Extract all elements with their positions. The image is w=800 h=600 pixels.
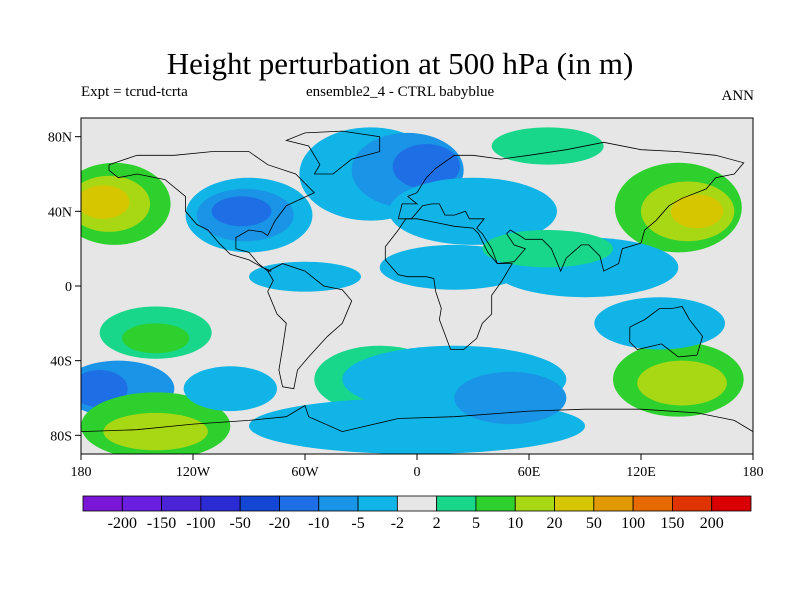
- y-tick-label: 80N: [48, 131, 72, 146]
- colorbar-label: -10: [308, 515, 329, 532]
- x-tick-label: 120E: [626, 465, 656, 480]
- contour-region: [249, 261, 361, 292]
- colorbar-label: 20: [547, 515, 563, 532]
- y-tick-label: 0: [65, 280, 72, 295]
- colorbar-swatch: [82, 495, 123, 512]
- contour-region: [211, 196, 272, 227]
- colorbar-label: -5: [351, 515, 364, 532]
- colorbar-label: 10: [507, 515, 523, 532]
- colorbar-swatch: [593, 495, 634, 512]
- contour-region: [637, 360, 727, 406]
- colorbar-swatch: [672, 495, 713, 512]
- colorbar-swatch: [239, 495, 280, 512]
- colorbar-label: -20: [269, 515, 290, 532]
- colorbar-label: -100: [186, 515, 215, 532]
- colorbar-swatch: [554, 495, 595, 512]
- coastline: [629, 306, 704, 358]
- contour-region: [392, 144, 460, 189]
- colorbar-label: -200: [108, 515, 137, 532]
- colorbar-label: 150: [660, 515, 684, 532]
- contour-field: [81, 118, 753, 454]
- contour-region: [389, 177, 557, 245]
- coastline: [267, 263, 353, 390]
- colorbar-swatch: [475, 495, 516, 512]
- coastline: [384, 218, 513, 350]
- x-tick-label: 180: [743, 465, 764, 480]
- colorbar-label: -50: [230, 515, 251, 532]
- colorbar-label: 2: [433, 515, 441, 532]
- colorbar-label: 100: [621, 515, 645, 532]
- colorbar-swatch: [711, 495, 752, 512]
- y-tick-label: 80S: [50, 429, 72, 444]
- ensemble-label: ensemble2_4 - CTRL babyblue: [306, 84, 495, 100]
- contour-region: [670, 194, 724, 229]
- contour-region: [594, 297, 726, 350]
- colorbar-label: 200: [700, 515, 724, 532]
- colorbar-swatch: [357, 495, 398, 512]
- x-tick-label: 0: [414, 465, 421, 480]
- contour-region: [183, 366, 277, 412]
- contour-region: [81, 185, 130, 219]
- colorbar-swatch: [436, 495, 477, 512]
- colorbar-label: -2: [391, 515, 404, 532]
- colorbar-swatch: [200, 495, 241, 512]
- contour-region: [122, 323, 190, 354]
- axis-ticks: 180 120W 60W 0 60E 120E 180 80N 40N 0 40S 80S: [48, 131, 764, 480]
- colorbar-label: 50: [586, 515, 602, 532]
- coastline: [81, 404, 753, 433]
- y-tick-label: 40S: [50, 355, 72, 370]
- coastline: [108, 151, 315, 272]
- y-tick-label: 40N: [48, 205, 72, 220]
- colorbar-swatch: [514, 495, 555, 512]
- colorbar-swatch: [161, 495, 202, 512]
- season-label: ANN: [721, 88, 755, 104]
- colorbar-swatch: [318, 495, 359, 512]
- colorbar-swatch: [396, 495, 438, 512]
- experiment-label: Expt = tcrud-tcrta: [81, 84, 188, 100]
- colorbar-label: 5: [472, 515, 480, 532]
- coastline: [397, 141, 745, 273]
- colorbar-swatch: [121, 495, 162, 512]
- colorbar-swatch: [279, 495, 320, 512]
- x-tick-label: 180: [71, 465, 92, 480]
- x-tick-label: 60E: [518, 465, 541, 480]
- colorbar-label: -150: [147, 515, 176, 532]
- x-tick-label: 120W: [176, 465, 211, 480]
- contour-region: [491, 127, 604, 165]
- colorbar: -200 -150 -100 -50 -20 -10 -5 -2 2 5 10 20 50 100 150 2…: [82, 495, 752, 532]
- contour-region: [454, 371, 567, 425]
- colorbar-swatch: [632, 495, 673, 512]
- contour-region: [103, 412, 208, 451]
- x-tick-label: 60W: [291, 465, 319, 480]
- continent-outlines: [81, 130, 753, 433]
- coastline: [285, 130, 381, 175]
- contour-region: [482, 230, 613, 268]
- map-title: Height perturbation at 500 hPa (in m): [166, 46, 634, 81]
